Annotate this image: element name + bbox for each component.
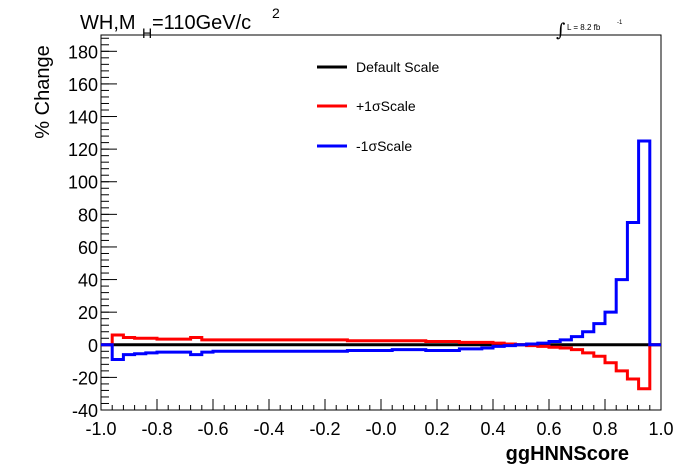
x-tick-label: -0.4: [253, 419, 284, 439]
x-tick-label: 0.4: [480, 419, 505, 439]
legend: Default Scale +1σScale -1σScale: [317, 59, 439, 154]
lumi-main: L = 8.2 fb: [567, 23, 601, 32]
series-line-1: [101, 333, 661, 391]
x-tick-label: 1.0: [648, 419, 673, 439]
x-tick-label: 0.8: [592, 419, 617, 439]
legend-label: +1σScale: [356, 98, 416, 114]
plot-frame: [100, 34, 662, 411]
x-tick-label: 0.6: [536, 419, 561, 439]
y-tick-label: 100: [68, 173, 98, 193]
x-tick-label: 0.2: [424, 419, 449, 439]
y-tick-label: 80: [78, 205, 98, 225]
y-tick-label: -40: [72, 401, 98, 421]
x-axis-label: ggHNNScore: [506, 443, 629, 465]
legend-label: -1σScale: [356, 138, 412, 154]
title-post: =110GeV/c: [152, 12, 251, 34]
lumi-sup: -1: [617, 20, 623, 26]
x-tick-label: -1.0: [85, 419, 116, 439]
y-tick-label: 180: [68, 42, 98, 62]
svg-text:∫: ∫: [556, 20, 566, 41]
y-tick-label: 140: [68, 108, 98, 128]
title-subscript: H: [142, 25, 152, 41]
y-tick-label: 20: [78, 303, 98, 323]
y-tick-label: -20: [72, 368, 98, 388]
luminosity-label: ∫ L = 8.2 fb -1: [556, 20, 623, 41]
y-tick-label: 40: [78, 271, 98, 291]
title-superscript: 2: [272, 5, 280, 21]
y-tick-label: 120: [68, 140, 98, 160]
title-main: WH,M: [80, 12, 136, 34]
series-line-2: [101, 139, 661, 361]
plot-border: [100, 34, 662, 411]
y-tick-label: 160: [68, 75, 98, 95]
x-tick-label: -0.0: [365, 419, 396, 439]
y-tick-label: 0: [88, 336, 98, 356]
legend-label: Default Scale: [356, 59, 439, 75]
axis-ticks: -1.0 -0.8 -0.6 -0.4 -0.2 -0.0 0.2 0.4 0.6 0.8 1.0 -…: [68, 37, 674, 439]
x-tick-label: -0.6: [197, 419, 228, 439]
y-tick-label: 60: [78, 238, 98, 258]
chart-title: WH,M H =110GeV/c 2: [80, 5, 280, 41]
svg-text:WH,M: WH,M: [80, 12, 136, 34]
x-tick-label: -0.2: [309, 419, 340, 439]
y-axis-label: % Change: [32, 45, 54, 138]
x-tick-label: -0.8: [141, 419, 172, 439]
series-layer: [101, 139, 661, 391]
